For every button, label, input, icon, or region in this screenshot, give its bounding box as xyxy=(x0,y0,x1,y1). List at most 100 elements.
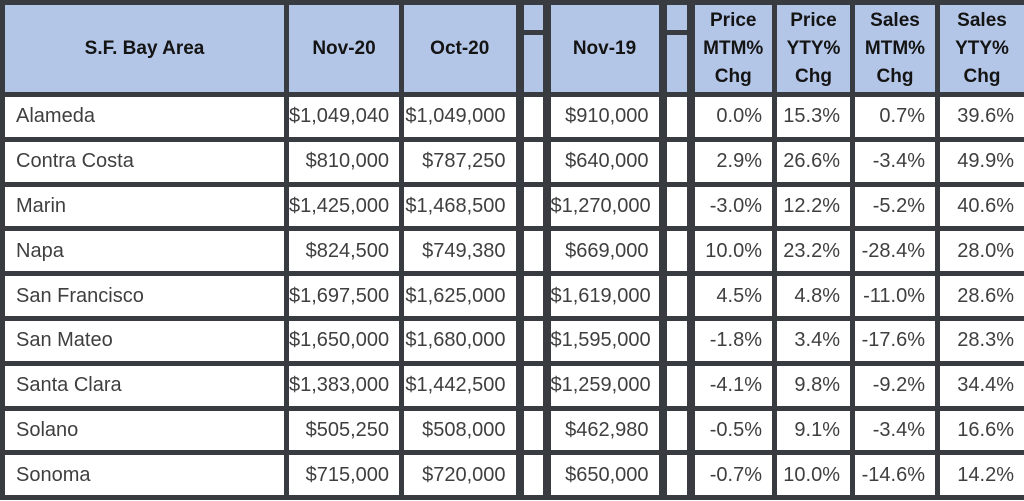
spacer-header-cell xyxy=(658,0,695,35)
nov-20-value-cell: $1,650,000 xyxy=(284,315,404,366)
spacer-header-cell xyxy=(515,30,551,97)
nov-19-value-cell: $1,595,000 xyxy=(544,315,665,366)
price-yty-chg-cell: 9.8% xyxy=(772,360,855,411)
table-row: San Mateo $1,650,000 $1,680,000 $1,595,000-… xyxy=(0,315,1024,366)
nov-20-value-cell: $1,383,000 xyxy=(284,360,404,411)
nov-19-value-cell: $640,000 xyxy=(544,136,665,187)
table-row: Napa $824,500 $749,380 $669,000 10.0% 23.2% -2… xyxy=(0,226,1024,277)
nov-19-value-cell: $1,270,000 xyxy=(544,181,665,232)
spacer-cell xyxy=(658,360,695,411)
spacer-cell xyxy=(658,271,695,321)
spacer-cell xyxy=(515,226,551,277)
spacer-cell xyxy=(658,315,695,366)
oct-20-value-cell: $787,250 xyxy=(399,136,522,187)
nov-19-value-cell: $910,000 xyxy=(544,92,665,142)
nov-19-value-cell: $669,000 xyxy=(544,226,665,277)
sales-mtm-chg-cell: -28.4% xyxy=(850,226,940,277)
sales-yty-chg-cell: 28.6% xyxy=(935,271,1024,321)
column-header-region: S.F. Bay Area xyxy=(0,0,289,97)
region-cell: San Francisco xyxy=(0,271,289,321)
spacer-cell xyxy=(658,226,695,277)
spacer-cell xyxy=(658,181,695,232)
sales-yty-chg-cell: 49.9% xyxy=(935,136,1024,187)
sales-mtm-chg-cell: -14.6% xyxy=(850,450,940,501)
spacer-cell xyxy=(515,136,551,187)
table-row: Santa Clara $1,383,000 $1,442,500 $1,259,00… xyxy=(0,360,1024,411)
sales-yty-chg-cell: 40.6% xyxy=(935,181,1024,232)
table-row: San Francisco $1,697,500 $1,625,000 $1,619,… xyxy=(0,271,1024,321)
price-yty-chg-cell: 23.2% xyxy=(772,226,855,277)
column-header-nov-20: Nov-20 xyxy=(284,0,404,97)
spacer-cell xyxy=(658,450,695,501)
spacer-header-cell xyxy=(658,30,695,97)
column-header-price-yty-chg: Price YTY% Chg xyxy=(772,0,855,97)
nov-19-value-cell: $1,259,000 xyxy=(544,360,665,411)
nov-20-value-cell: $505,250 xyxy=(284,405,404,456)
spacer-cell xyxy=(515,315,551,366)
table-row: Solano $505,250 $508,000 $462,980 -0.5% 9.1% -… xyxy=(0,405,1024,456)
oct-20-value-cell: $720,000 xyxy=(399,450,522,501)
oct-20-value-cell: $1,468,500 xyxy=(399,181,522,232)
price-yty-chg-cell: 10.0% xyxy=(772,450,855,501)
table-row: Sonoma $715,000 $720,000 $650,000 -0.7% 10.0%… xyxy=(0,450,1024,501)
sales-yty-chg-cell: 14.2% xyxy=(935,450,1024,501)
nov-20-value-cell: $1,425,000 xyxy=(284,181,404,232)
price-yty-chg-cell: 12.2% xyxy=(772,181,855,232)
spacer-cell xyxy=(515,405,551,456)
spacer-cell xyxy=(515,271,551,321)
region-cell: Alameda xyxy=(0,92,289,142)
oct-20-value-cell: $1,625,000 xyxy=(399,271,522,321)
table-row: Contra Costa $810,000 $787,250 $640,000 2.9%… xyxy=(0,136,1024,187)
nov-20-value-cell: $824,500 xyxy=(284,226,404,277)
price-mtm-chg-cell: 2.9% xyxy=(688,136,777,187)
price-mtm-chg-cell: 0.0% xyxy=(688,92,777,142)
spacer-cell xyxy=(658,405,695,456)
oct-20-value-cell: $749,380 xyxy=(399,226,522,277)
region-cell: Santa Clara xyxy=(0,360,289,411)
sales-yty-chg-cell: 28.3% xyxy=(935,315,1024,366)
oct-20-value-cell: $1,442,500 xyxy=(399,360,522,411)
region-cell: Sonoma xyxy=(0,450,289,501)
table-row: Marin $1,425,000 $1,468,500 $1,270,000 -3.0%… xyxy=(0,181,1024,232)
table-header: S.F. Bay Area Nov-20 Oct-20 Nov-19 Price… xyxy=(0,0,1024,97)
region-cell: Napa xyxy=(0,226,289,277)
oct-20-value-cell: $1,680,000 xyxy=(399,315,522,366)
price-mtm-chg-cell: -0.7% xyxy=(688,450,777,501)
table-body: Alameda $1,049,040 $1,049,000 $910,000 0.0% 1… xyxy=(0,92,1024,501)
nov-19-value-cell: $650,000 xyxy=(544,450,665,501)
price-yty-chg-cell: 15.3% xyxy=(772,92,855,142)
price-mtm-chg-cell: -1.8% xyxy=(688,315,777,366)
price-mtm-chg-cell: -0.5% xyxy=(688,405,777,456)
region-cell: Solano xyxy=(0,405,289,456)
region-cell: Contra Costa xyxy=(0,136,289,187)
spacer-cell xyxy=(658,136,695,187)
spacer-cell xyxy=(515,450,551,501)
price-mtm-chg-cell: -4.1% xyxy=(688,360,777,411)
sales-mtm-chg-cell: -5.2% xyxy=(850,181,940,232)
oct-20-value-cell: $1,049,000 xyxy=(399,92,522,142)
spacer-header-cell xyxy=(515,0,551,35)
sales-mtm-chg-cell: -9.2% xyxy=(850,360,940,411)
nov-20-value-cell: $810,000 xyxy=(284,136,404,187)
nov-20-value-cell: $1,049,040 xyxy=(284,92,404,142)
price-yty-chg-cell: 4.8% xyxy=(772,271,855,321)
price-mtm-chg-cell: 10.0% xyxy=(688,226,777,277)
nov-19-value-cell: $1,619,000 xyxy=(544,271,665,321)
sales-yty-chg-cell: 39.6% xyxy=(935,92,1024,142)
oct-20-value-cell: $508,000 xyxy=(399,405,522,456)
table-row: Alameda $1,049,040 $1,049,000 $910,000 0.0% 1… xyxy=(0,92,1024,142)
sales-mtm-chg-cell: -3.4% xyxy=(850,405,940,456)
nov-20-value-cell: $1,697,500 xyxy=(284,271,404,321)
column-header-nov-19: Nov-19 xyxy=(544,0,665,97)
sales-yty-chg-cell: 16.6% xyxy=(935,405,1024,456)
spacer-cell xyxy=(515,181,551,232)
spacer-cell xyxy=(515,360,551,411)
price-yty-chg-cell: 9.1% xyxy=(772,405,855,456)
column-header-sales-yty-chg: Sales YTY% Chg xyxy=(935,0,1024,97)
sales-mtm-chg-cell: -3.4% xyxy=(850,136,940,187)
nov-19-value-cell: $462,980 xyxy=(544,405,665,456)
sales-yty-chg-cell: 28.0% xyxy=(935,226,1024,277)
price-yty-chg-cell: 3.4% xyxy=(772,315,855,366)
sales-mtm-chg-cell: -11.0% xyxy=(850,271,940,321)
